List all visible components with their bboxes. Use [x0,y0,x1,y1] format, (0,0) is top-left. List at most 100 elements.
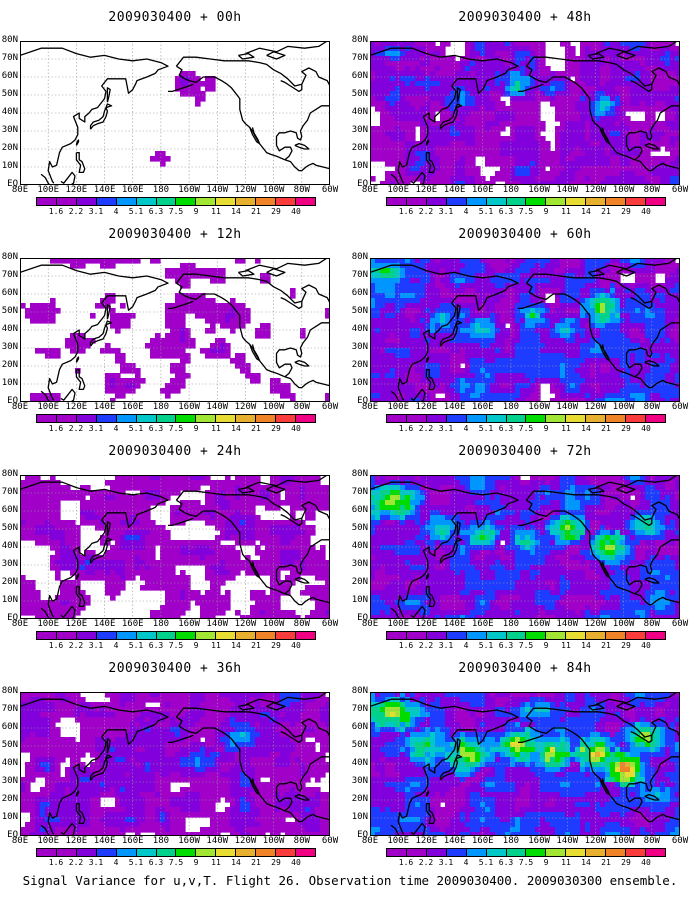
colorbar-label: 11 [561,424,571,433]
lon-label: 80W [643,836,660,846]
lat-label: 30N [1,342,18,352]
variance-shading [150,71,216,167]
lat-label: 70N [1,487,18,497]
lat-label: 10N [351,812,368,822]
lon-label: 160E [471,836,494,846]
map-gridlines [20,692,330,836]
panel-title: 2009030400 + 24h [108,444,242,459]
lon-label: 60W [321,185,339,195]
lat-label: 50N [351,740,368,750]
colorbar [36,414,316,423]
lon-label: 100E [37,836,60,846]
coastlines [20,475,330,619]
colorbar-label: 14 [231,641,241,650]
lat-label: 60N [351,71,368,81]
colorbar-swatch [387,632,407,639]
lon-label: 120W [584,185,607,195]
lon-label: 140W [556,185,579,195]
colorbar-swatch [626,415,646,422]
lon-label: 80W [293,402,310,412]
lon-label: 60W [321,619,339,629]
colorbar-label: 21 [601,424,611,433]
lon-label: 180 [152,619,170,629]
lat-label: 20N [1,794,18,804]
lon-label: 100E [37,185,60,195]
colorbar-label: 1.6 [398,641,414,650]
lon-label: 100W [612,402,635,412]
colorbar [36,848,316,857]
lon-label: 120E [415,185,438,195]
lat-label: 40N [1,107,18,117]
colorbar-swatch [446,849,467,856]
colorbar-swatch [56,415,77,422]
colorbar-swatch [606,415,627,422]
colorbar-label: 5.1 [478,424,494,433]
variance-shading [20,692,330,836]
lon-label: 140E [93,402,116,412]
colorbar-label: 29 [271,858,281,867]
colorbar-swatch [37,198,57,205]
colorbar-swatch [276,849,296,856]
colorbar-label: 29 [271,207,281,216]
lat-label: 70N [351,270,368,280]
colorbar-swatch [645,849,665,856]
lat-label: 80N [351,252,368,262]
lat-label: 20N [1,360,18,370]
colorbar-label: 21 [251,207,261,216]
colorbar-label: 2.2 [68,207,84,216]
colorbar-swatch [37,849,57,856]
colorbar-label: 4 [463,858,469,867]
colorbar-label: 2.2 [418,424,434,433]
colorbar-label: 5.1 [128,858,144,867]
lon-label: 160W [528,402,550,412]
lat-label: 40N [351,541,368,551]
colorbar-swatch [76,632,97,639]
colorbar-label: 9 [193,858,199,867]
colorbar-swatch [506,198,527,205]
colorbar-label: 6.3 [498,424,514,433]
colorbar-label: 21 [251,641,261,650]
lon-label: 180 [502,185,520,195]
colorbar-swatch [76,849,97,856]
colorbar-swatch [645,198,665,205]
lat-label: 30N [351,342,368,352]
panel-title: 2009030400 + 00h [108,10,242,25]
lat-label: 80N [1,686,18,696]
colorbar-swatch [216,415,237,422]
variance-map [370,41,680,185]
colorbar-swatch [586,415,607,422]
map-frame [20,41,330,185]
lon-label: 140E [443,185,466,195]
colorbar-swatch [116,198,137,205]
colorbar-label: 6.3 [498,858,514,867]
colorbar-swatch [276,415,296,422]
lon-label: 80E [361,836,379,846]
map-panel: 2009030400 + 48h EQ 10N 20N 30N 40N 50N 60N 70N 8… [350,0,700,220]
colorbar-label: 21 [601,641,611,650]
colorbar-swatch [216,198,237,205]
colorbar-swatch [546,632,567,639]
colorbar-label: 14 [581,858,591,867]
lat-label: 10N [351,161,368,171]
coastlines [20,41,330,185]
lat-label: 50N [351,523,368,533]
colorbar-swatch [566,849,587,856]
lon-label: 120W [234,402,257,412]
colorbar-swatch [196,415,217,422]
lon-label: 80E [11,619,29,629]
colorbar-swatch [466,415,487,422]
colorbar-label: 4 [463,641,469,650]
colorbar-swatch [506,849,527,856]
colorbar-swatch [176,415,197,422]
lon-label: 180 [502,402,520,412]
lat-label: 50N [1,740,18,750]
lat-label: 60N [1,71,18,81]
lon-label: 60W [671,402,689,412]
colorbar-label: 11 [211,424,221,433]
colorbar-swatch [406,849,427,856]
colorbar-label: 21 [251,858,261,867]
colorbar-swatch [96,198,117,205]
colorbar-swatch [156,849,177,856]
lat-label: 50N [351,306,368,316]
lon-label: 140W [556,619,579,629]
